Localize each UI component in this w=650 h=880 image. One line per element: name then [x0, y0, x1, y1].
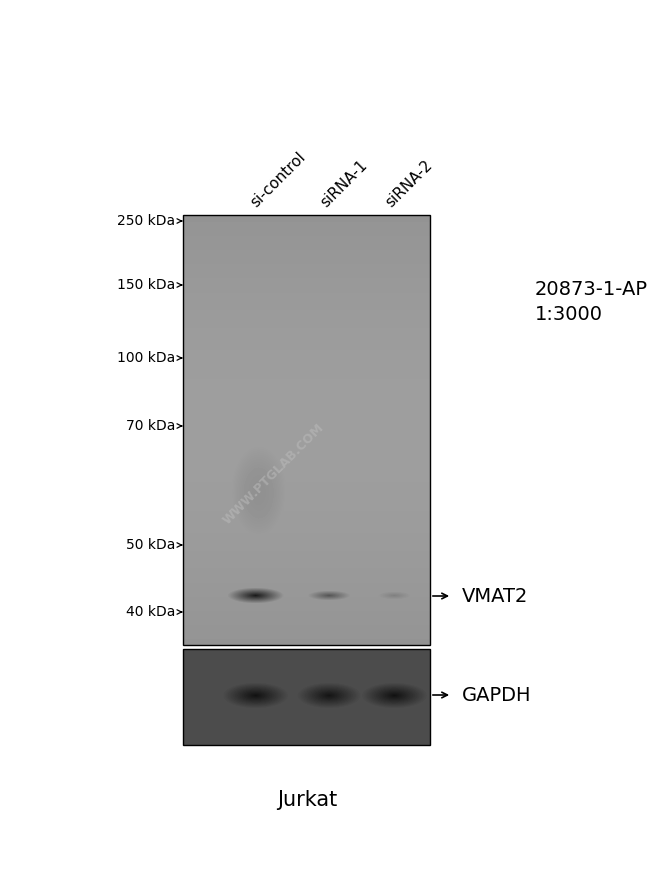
- Text: si-control: si-control: [248, 150, 308, 210]
- Text: 20873-1-AP
1:3000: 20873-1-AP 1:3000: [535, 280, 648, 324]
- Text: siRNA-2: siRNA-2: [382, 158, 435, 210]
- Text: siRNA-1: siRNA-1: [317, 158, 370, 210]
- Text: WWW.PTGLAB.COM: WWW.PTGLAB.COM: [221, 421, 327, 527]
- Text: 150 kDa: 150 kDa: [117, 278, 175, 292]
- Bar: [183, 215, 430, 645]
- Text: 250 kDa: 250 kDa: [117, 214, 175, 228]
- Text: 70 kDa: 70 kDa: [125, 419, 175, 433]
- Text: Jurkat: Jurkat: [277, 790, 337, 810]
- Text: GAPDH: GAPDH: [462, 686, 531, 705]
- Text: 50 kDa: 50 kDa: [125, 538, 175, 552]
- Text: VMAT2: VMAT2: [462, 586, 528, 605]
- Text: 100 kDa: 100 kDa: [117, 351, 175, 365]
- Bar: [183, 649, 430, 745]
- Text: 40 kDa: 40 kDa: [125, 605, 175, 619]
